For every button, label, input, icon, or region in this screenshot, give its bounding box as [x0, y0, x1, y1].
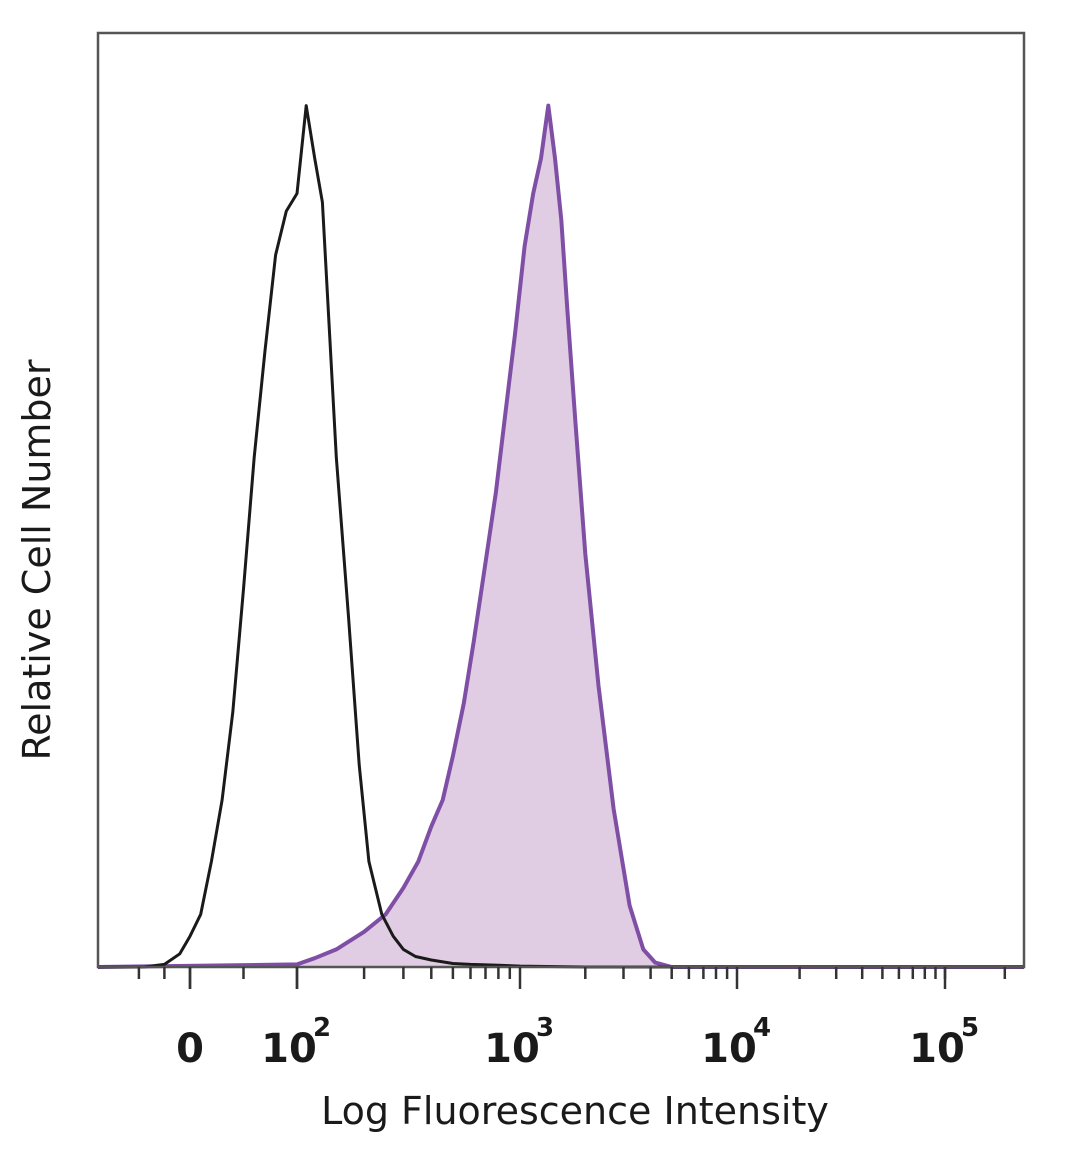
x-axis-label: Log Fluorescence Intensity [321, 1089, 829, 1133]
x-tick-label-exponent: 2 [313, 1013, 331, 1043]
series-stained-line [97, 103, 1024, 969]
series-control-line [98, 104, 1024, 969]
x-tick-label-exponent: 3 [536, 1013, 554, 1043]
x-tick-label-exponent: 4 [753, 1013, 771, 1043]
plot-frame [96, 31, 1026, 969]
y-axis-label: Relative Cell Number [15, 359, 59, 760]
series-stained-area [98, 105, 1024, 968]
x-tick-label: 10 [484, 1026, 540, 1072]
plot-layer [97, 103, 1024, 969]
x-axis-ticks [137, 967, 1007, 989]
x-tick-label-exponent: 5 [961, 1013, 979, 1043]
x-tick-label: 10 [261, 1026, 317, 1072]
x-tick-label: 10 [701, 1026, 757, 1072]
x-axis-tick-labels: 0 102 103 104 105 [176, 1013, 979, 1072]
x-tick-label: 10 [909, 1026, 965, 1072]
x-tick-label: 0 [176, 1026, 204, 1072]
